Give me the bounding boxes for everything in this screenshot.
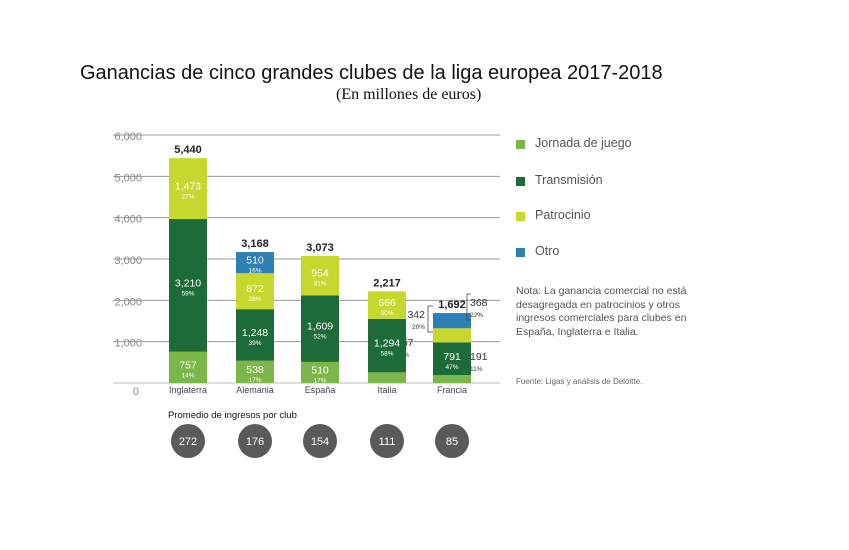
- legend-label: Jornada de juego: [535, 136, 632, 150]
- average-value: 85: [446, 436, 458, 448]
- data-label-percent: 31%: [313, 281, 326, 288]
- data-label: 510: [246, 255, 264, 267]
- data-label: 1,294: [374, 338, 400, 350]
- label-bracket: [466, 293, 471, 321]
- y-tick-label: 4,000: [114, 214, 142, 226]
- y-tick-label: 5,000: [114, 172, 142, 184]
- legend-swatch-jornada: [516, 140, 525, 149]
- total-label: 2,217: [373, 277, 401, 289]
- y-tick-label: 1,000: [114, 338, 142, 350]
- bar-segment-transmision: [368, 318, 406, 373]
- data-label: 538: [246, 364, 264, 376]
- category-label: España: [305, 385, 336, 395]
- bar-segment-transmision: [169, 219, 207, 352]
- data-label: 872: [246, 283, 264, 295]
- data-label: 757: [179, 359, 197, 371]
- data-label-percent: 17%: [248, 377, 261, 384]
- data-label: 1,248: [242, 327, 268, 339]
- bar-segment-transmision: [301, 295, 339, 362]
- bar-segment-jornada: [169, 351, 207, 383]
- y-tick-label: 6,000: [114, 131, 142, 143]
- data-label-percent: 28%: [248, 296, 261, 303]
- chart-subtitle: (En millones de euros): [336, 86, 482, 103]
- data-label: 954: [311, 268, 329, 280]
- legend-label: Otro: [535, 244, 560, 258]
- category-label: Alemania: [236, 385, 274, 395]
- bar-segment-patrocinio: [301, 255, 339, 296]
- data-label-percent: 59%: [181, 290, 194, 297]
- data-label-percent: 14%: [181, 372, 194, 379]
- label-bracket: [427, 305, 433, 333]
- average-circle: [303, 424, 337, 458]
- average-circle: [435, 424, 469, 458]
- bar-segment-jornada: [236, 360, 274, 383]
- data-label-percent: 58%: [380, 351, 393, 358]
- y-tick-label: 3,000: [114, 255, 142, 267]
- data-label-percent: 17%: [313, 377, 326, 384]
- bar-segment-jornada: [301, 361, 339, 383]
- bar-segment-patrocinio: [169, 158, 207, 220]
- category-label: Inglaterra: [169, 385, 207, 395]
- data-label-percent: 39%: [248, 340, 261, 347]
- bar-segment-transmision: [433, 342, 471, 376]
- bar-segment-jornada: [433, 375, 471, 383]
- data-label: 510: [311, 364, 329, 376]
- data-label-percent: 52%: [313, 334, 326, 341]
- y-tick-label: 2,000: [114, 296, 142, 308]
- data-label-percent: 27%: [181, 194, 194, 201]
- data-label-percent: 30%: [380, 310, 393, 317]
- data-label-percent: 16%: [248, 268, 261, 275]
- average-value: 272: [179, 436, 197, 448]
- data-label: 1,473: [175, 181, 201, 193]
- legend-swatch-patrocinio: [516, 212, 525, 221]
- data-label: 191: [470, 351, 488, 363]
- chart-source: Fuente: Ligas y análisis de Deloitte.: [516, 377, 643, 386]
- data-label-percent: 11%: [470, 366, 483, 373]
- data-label: 791: [443, 351, 461, 363]
- data-label-percent: 47%: [445, 364, 458, 371]
- bar-segment-transmision: [236, 309, 274, 361]
- average-circle: [171, 424, 205, 458]
- category-label: Italia: [377, 385, 396, 395]
- bar-segment-patrocinio: [368, 291, 406, 319]
- average-value: 111: [379, 436, 396, 448]
- data-label: 666: [378, 297, 396, 309]
- data-label-percent: 20%: [412, 324, 425, 331]
- bar-segment-jornada: [368, 372, 406, 383]
- average-value: 176: [246, 436, 264, 448]
- data-label: 3,210: [175, 277, 201, 289]
- average-circle: [370, 424, 404, 458]
- total-label: 3,168: [241, 238, 269, 250]
- category-label: Francia: [437, 385, 467, 395]
- total-label: 3,073: [306, 242, 334, 254]
- chart-note: Nota: La ganancia comercial no está desa…: [516, 285, 687, 338]
- average-value: 154: [311, 436, 329, 448]
- data-label-percent: 22%: [470, 312, 483, 319]
- bar-segment-otro: [236, 252, 274, 274]
- legend-label: Patrocinio: [535, 208, 591, 222]
- legend-swatch-otro: [516, 248, 525, 257]
- bar-segment-patrocinio: [433, 328, 471, 343]
- legend-swatch-transmision: [516, 177, 525, 186]
- bar-segment-patrocinio: [236, 273, 274, 310]
- total-label: 5,440: [174, 144, 202, 156]
- average-title: Promedio de ingresos por club: [168, 410, 297, 421]
- y-tick-label: 0: [133, 386, 139, 398]
- average-circle: [238, 424, 272, 458]
- legend-label: Transmisión: [535, 173, 603, 187]
- bar-segment-otro: [433, 313, 471, 329]
- data-label: 1,609: [307, 321, 333, 333]
- data-label: 342: [407, 309, 425, 321]
- chart-title: Ganancias de cinco grandes clubes de la …: [80, 62, 663, 84]
- total-label: 1,692: [438, 299, 466, 311]
- data-label: 368: [470, 297, 488, 309]
